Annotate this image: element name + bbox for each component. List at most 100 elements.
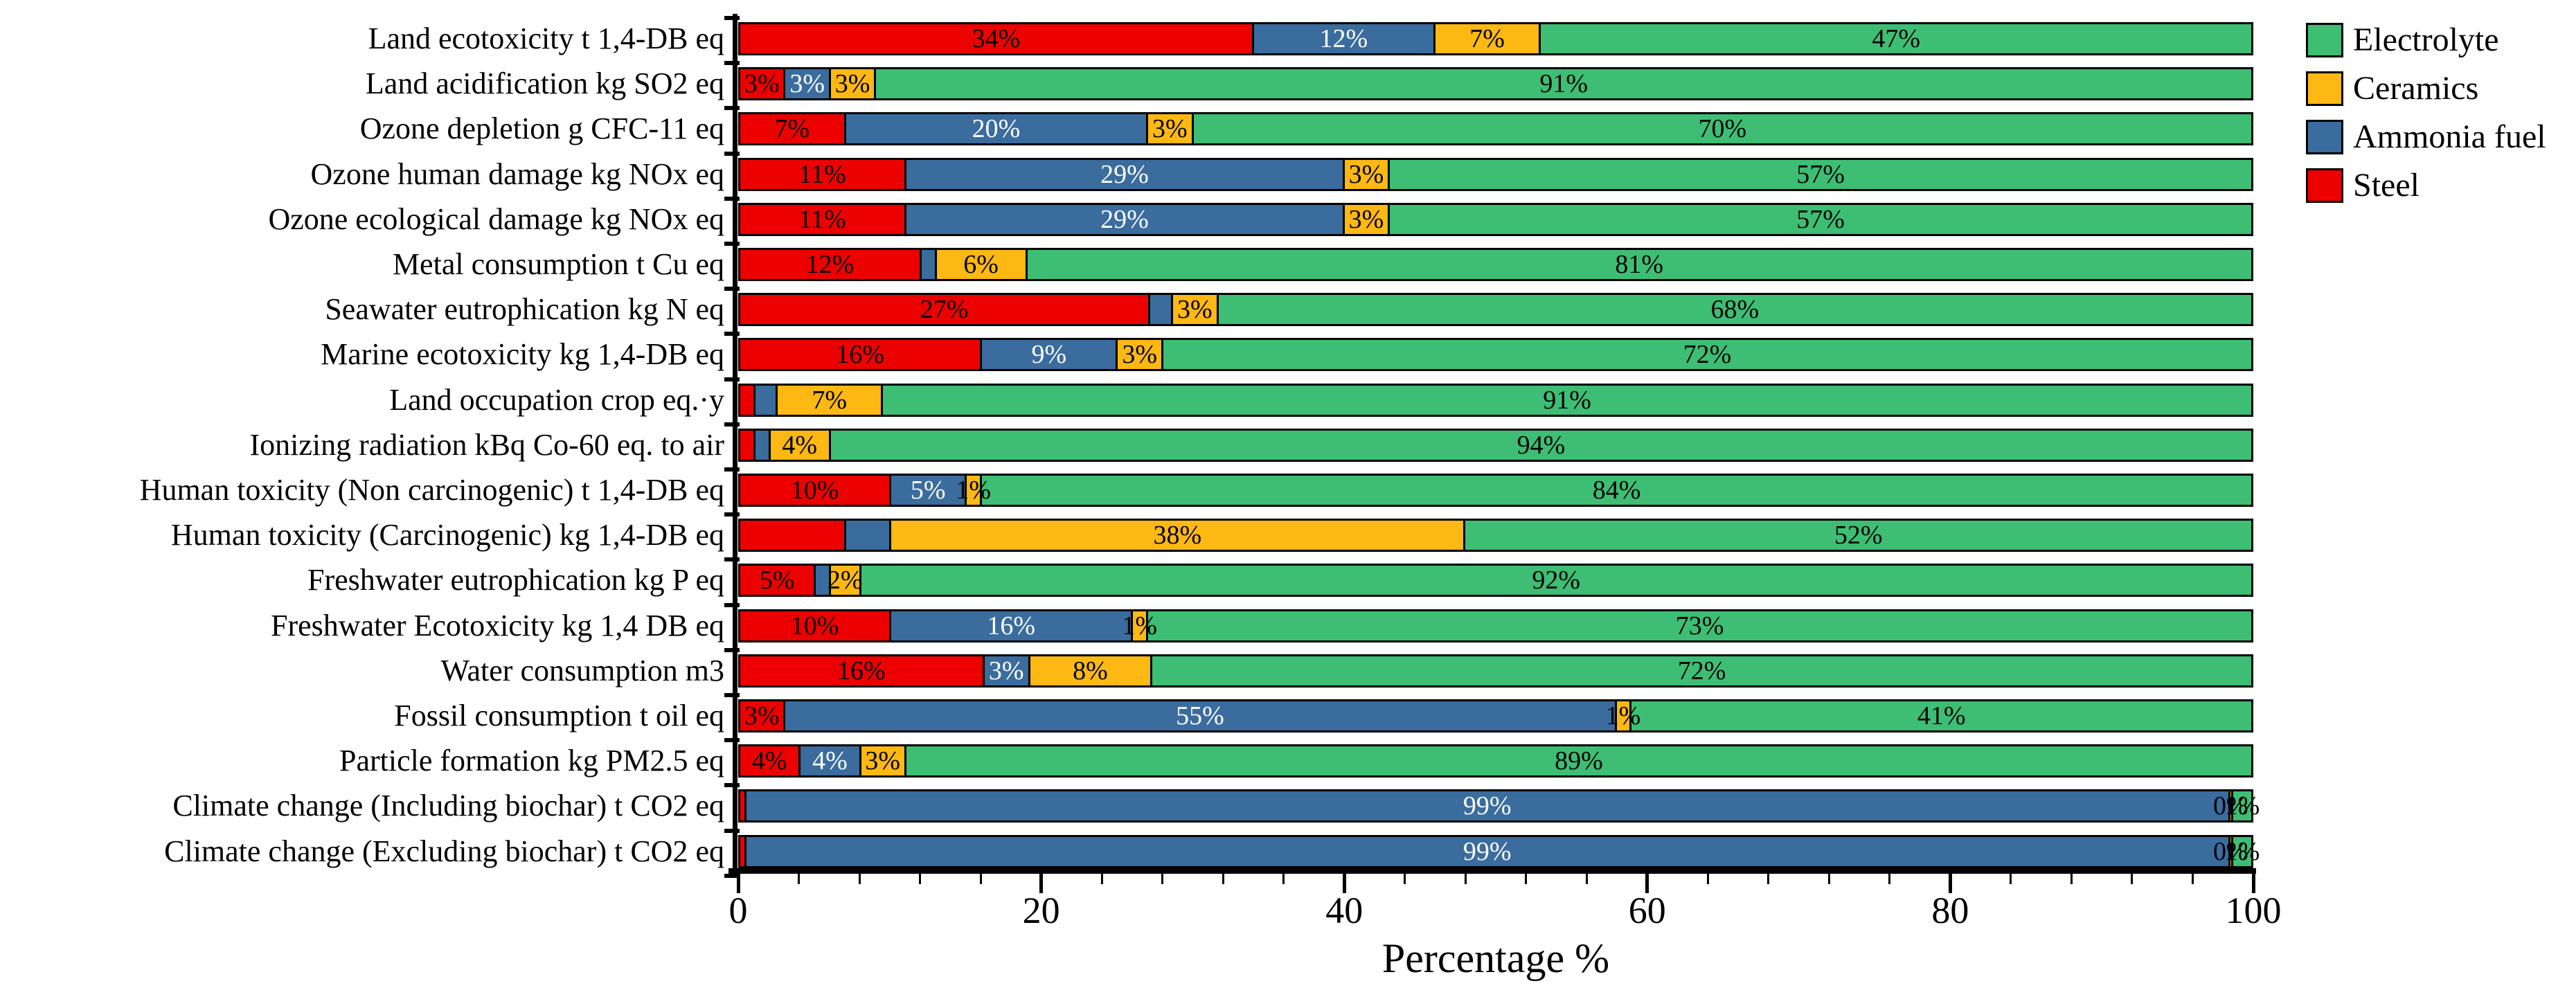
segment-value-label: 73%	[1675, 611, 1724, 640]
y-axis-spine	[733, 14, 737, 872]
bar-segment-ceramics: 38%	[891, 521, 1466, 550]
segment-value-label: 12%	[805, 250, 855, 279]
y-axis-tick	[724, 693, 740, 697]
category-label: Human toxicity (Non carcinogenic) t 1,4-…	[139, 473, 724, 507]
bar-segment-ceramics: 7%	[778, 385, 884, 415]
bar-segment-electrolyte: 91%	[876, 69, 2251, 99]
bar-segment-electrolyte: 72%	[1163, 340, 2251, 370]
category-label: Climate change (Excluding biochar) t CO2…	[164, 834, 724, 868]
category-label: Land acidification kg SO2 eq	[365, 66, 724, 101]
bar-segment-ceramics: 3%	[1148, 114, 1194, 144]
segment-value-label: 3%	[1348, 204, 1384, 234]
stacked-bar-row: 4% 94%	[738, 428, 2253, 462]
bar-segment-steel: 34%	[740, 24, 1254, 53]
bar-segment-ceramics: 4%	[770, 430, 831, 460]
segment-value-label: 2%	[827, 566, 863, 595]
bar-segment-electrolyte: 81%	[1027, 250, 2251, 279]
bar-segment-steel	[740, 385, 755, 415]
legend-item-ammonia: Ammonia fuel	[2306, 120, 2576, 154]
legend: Electrolyte Ceramics Ammonia fuel Steel	[2306, 0, 2576, 222]
y-axis-tick	[724, 738, 740, 743]
bar-segment-ceramics: 7%	[1435, 24, 1541, 53]
bar-segment-ceramics: 0%	[2213, 836, 2248, 866]
bar-segment-steel: 7%	[740, 114, 846, 144]
x-axis-tick-label: 20	[1022, 890, 1060, 931]
stacked-bar-row: 11% 29% 3% 57%	[738, 202, 2253, 236]
bar-segment-steel	[740, 430, 755, 460]
x-axis-minor-tick	[1282, 874, 1285, 884]
bar-segment-steel: 3%	[740, 701, 786, 730]
segment-value-label: 52%	[1834, 521, 1883, 550]
bar-segment-ceramics: 3%	[830, 69, 877, 99]
segment-value-label: 3%	[834, 69, 870, 99]
y-axis-tick	[724, 422, 740, 426]
y-axis-tick	[724, 196, 740, 201]
x-axis-minor-tick	[2191, 874, 2194, 884]
bar-segment-electrolyte: 52%	[1465, 521, 2251, 550]
bar-segment-ceramics: 3%	[1172, 295, 1219, 325]
bar-segment-electrolyte: 57%	[1390, 159, 2251, 189]
segment-value-label: 70%	[1698, 114, 1747, 144]
stacked-bar-row: 16% 9% 3% 72%	[738, 338, 2253, 372]
x-axis-minor-tick	[919, 874, 922, 884]
y-axis-tick	[724, 16, 740, 20]
bar-segment-ceramics: 6%	[936, 250, 1028, 279]
legend-item-electrolyte: Electrolyte	[2306, 23, 2576, 57]
bar-segment-ammonia: 29%	[906, 204, 1345, 234]
segment-value-label: 72%	[1683, 340, 1732, 370]
bar-segment-electrolyte: 91%	[883, 385, 2251, 415]
segment-value-label: 4%	[812, 746, 848, 776]
segment-value-label: 8%	[1073, 656, 1108, 685]
bar-segment-electrolyte: 92%	[861, 566, 2251, 595]
x-axis-major-tick	[1948, 874, 1952, 893]
segment-value-label: 47%	[1872, 24, 1921, 53]
bar-segment-steel	[740, 791, 746, 821]
segment-value-label: 0%	[2213, 791, 2248, 821]
segment-value-label: 5%	[910, 476, 946, 505]
bar-segment-ammonia: 3%	[785, 69, 831, 99]
bar-segment-electrolyte: 84%	[982, 476, 2251, 505]
bar-segment-ammonia	[816, 566, 831, 595]
x-axis-minor-tick	[798, 874, 800, 884]
legend-swatch-electrolyte	[2306, 23, 2343, 57]
x-axis-minor-tick	[1827, 874, 1830, 884]
stacked-bar-row: 12% 6% 81%	[738, 248, 2253, 281]
segment-value-label: 16%	[987, 611, 1036, 640]
y-axis-tick	[724, 557, 740, 562]
segment-value-label: 10%	[790, 611, 839, 640]
segment-value-label: 10%	[790, 476, 839, 505]
x-axis-tick-label: 60	[1628, 890, 1666, 931]
bar-segment-ammonia	[1150, 295, 1173, 325]
category-label: Land ecotoxicity t 1,4-DB eq	[368, 21, 724, 55]
segment-value-label: 38%	[1153, 521, 1202, 550]
bar-segment-electrolyte: 1%	[2225, 791, 2260, 821]
segment-value-label: 94%	[1517, 430, 1566, 460]
bar-segment-ceramics: 3%	[861, 746, 906, 776]
category-label: Metal consumption t Cu eq	[392, 247, 724, 281]
x-axis-minor-tick	[1222, 874, 1224, 884]
bar-segment-ammonia: 4%	[800, 746, 861, 776]
stacked-bar-row: 34% 12% 7% 47%	[738, 22, 2253, 55]
y-axis-tick	[724, 512, 740, 517]
bar-segment-electrolyte: 57%	[1390, 204, 2251, 234]
x-axis-minor-tick	[979, 874, 982, 884]
bar-segment-ammonia	[755, 385, 778, 415]
segment-value-label: 9%	[1031, 340, 1067, 370]
stacked-bar-row: 3% 3% 3% 91%	[738, 67, 2253, 101]
segment-value-label: 84%	[1592, 476, 1641, 505]
legend-item-steel: Steel	[2306, 168, 2576, 203]
segment-value-label: 7%	[1469, 24, 1505, 53]
stacked-bar-row: 7% 91%	[738, 383, 2253, 417]
stacked-bar-row: 99% 0% 1%	[738, 834, 2260, 868]
segment-value-label: 1%	[2224, 791, 2260, 821]
segment-value-label: 1%	[1122, 611, 1158, 640]
bar-segment-ammonia: 29%	[906, 159, 1345, 189]
stacked-bar-row: 7% 20% 3% 70%	[738, 112, 2253, 146]
category-label: Human toxicity (Carcinogenic) kg 1,4-DB …	[170, 518, 724, 553]
x-axis-minor-tick	[2010, 874, 2012, 884]
legend-item-ceramics: Ceramics	[2306, 71, 2576, 106]
x-axis-major-tick	[1645, 874, 1649, 893]
bar-segment-steel: 16%	[740, 656, 985, 685]
segment-value-label: 1%	[956, 476, 992, 505]
